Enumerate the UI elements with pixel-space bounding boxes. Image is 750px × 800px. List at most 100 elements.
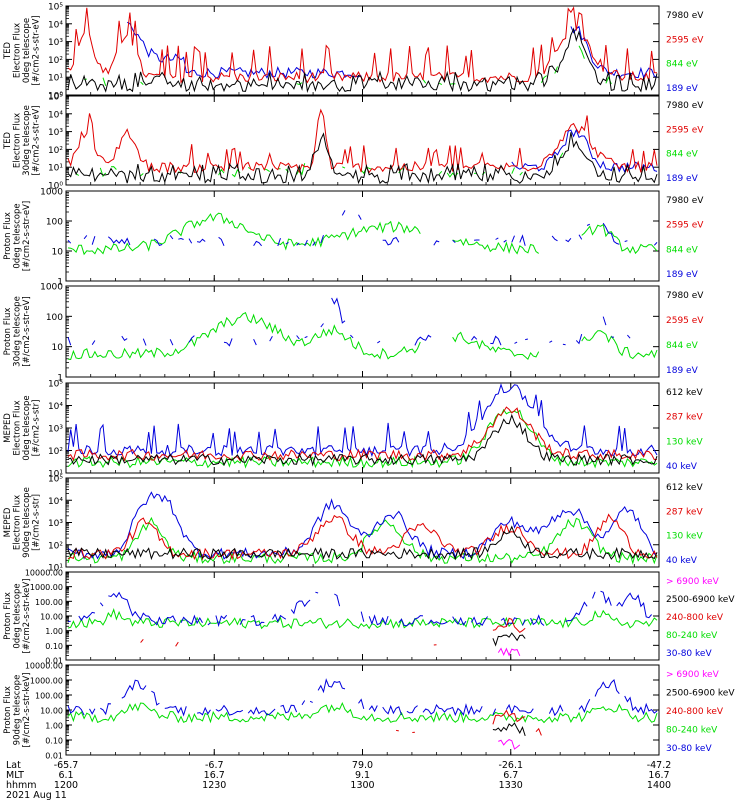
- legend-entry: 7980 eV: [666, 101, 704, 111]
- y-axis-label-line: [#/cm2-s-str-keV]: [22, 673, 32, 748]
- y-axis-label-line: MEPED: [3, 413, 13, 443]
- y-tick-label: 10³: [48, 519, 63, 529]
- y-tick-label: 10⁴: [48, 110, 63, 120]
- legend-entry: 612 keV: [666, 388, 703, 398]
- x-tick-hhmm: 1230: [202, 780, 226, 791]
- y-tick-label: 10¹: [48, 470, 63, 480]
- x-tick-lat: -6.7: [205, 760, 224, 771]
- y-tick-label: 1000: [40, 283, 63, 293]
- legend-entry: 7980 eV: [666, 11, 704, 21]
- y-tick-label: 0.01: [45, 752, 63, 761]
- series-black: [67, 525, 658, 561]
- y-axis-label-line: Electron Flux: [13, 495, 23, 550]
- series-black: [492, 722, 526, 737]
- legend-entry: 2500-6900 keV: [666, 689, 735, 699]
- legend-entry: 287 keV: [666, 507, 703, 517]
- series-blue: [68, 591, 657, 625]
- legend-entry: 7980 eV: [666, 196, 704, 206]
- y-tick-label: 1000.00: [30, 583, 63, 592]
- y-axis-label-line: 90deg telescope: [13, 675, 23, 746]
- y-tick-label: 10²: [48, 447, 63, 457]
- series-green: [67, 212, 658, 256]
- y-tick-label: 10³: [48, 38, 63, 48]
- legend-entry: > 6900 keV: [666, 670, 720, 680]
- y-tick-label: 1.00: [45, 627, 63, 636]
- y-tick-label: 0.10: [45, 737, 63, 746]
- y-axis-label: MEPED Electron Flux 90deg telescope [#/cm2-…: [3, 487, 42, 558]
- y-tick-label: 10¹: [48, 74, 63, 84]
- y-tick-label: 100.00: [35, 692, 63, 701]
- x-tick-lat: -65.7: [54, 760, 79, 771]
- y-tick-label: 10⁰: [48, 92, 63, 102]
- panel-6: 10¹ 10² 10³ 10⁴ 10⁵ MEPED Electron Flux 90deg t…: [3, 475, 703, 574]
- panel-frame: [65, 285, 660, 378]
- series-green: [67, 701, 658, 724]
- x-tick-hhmm: 1330: [499, 780, 523, 791]
- y-axis-label-line: [#/cm2-s-str-eV]: [22, 201, 32, 271]
- y-axis-label-line: [#/cm2-s-str-eV]: [32, 105, 42, 175]
- y-tick-label: 1: [57, 278, 63, 288]
- x-tick-hhmm: 1300: [350, 780, 374, 791]
- legend-entry: 130 keV: [666, 532, 703, 542]
- y-tick-label: 10⁵: [48, 380, 63, 390]
- legend-entry: 844 eV: [666, 60, 699, 70]
- series-magenta: [497, 647, 521, 657]
- y-tick-label: 10³: [48, 425, 63, 435]
- x-tick-lat: -26.1: [498, 760, 523, 771]
- panel-7: 0.010.101.0010.00100.001000.0010000.00Pr…: [3, 569, 735, 666]
- legend-entry: 80-240 keV: [666, 631, 718, 641]
- legend-entry: 189 eV: [666, 174, 699, 184]
- panel-2: 10⁰ 10¹ 10² 10³ 10⁴ 10⁵ TED Electron Flux 30deg …: [3, 93, 704, 192]
- y-axis-label-line: Proton Flux: [3, 212, 13, 260]
- y-axis-label-line: 0deg telescope: [13, 203, 23, 268]
- x-tick-lat: -47.2: [647, 760, 672, 771]
- y-tick-label: 10: [52, 343, 64, 353]
- y-axis-label-line: Electron Flux: [13, 113, 23, 168]
- legend-entry: 80-240 keV: [666, 726, 718, 736]
- series-green: [67, 312, 658, 361]
- y-tick-label: 10²: [48, 146, 63, 156]
- series-red: [67, 513, 658, 561]
- legend-entry: 189 eV: [666, 366, 699, 376]
- series-green: [67, 516, 658, 565]
- x-tick-mlt: 6.7: [503, 770, 518, 781]
- series-blue: [67, 210, 658, 247]
- legend-entry: 40 keV: [666, 462, 698, 472]
- y-tick-label: 10.00: [40, 707, 63, 716]
- legend-entry: 7980 eV: [666, 291, 704, 301]
- y-tick-label: 1: [57, 374, 63, 384]
- x-tick-mlt: 16.7: [204, 770, 225, 781]
- y-tick-label: 10⁴: [48, 497, 63, 507]
- legend-entry: 189 eV: [666, 84, 699, 94]
- legend-entry: 844 eV: [666, 245, 699, 255]
- x-tick-mlt: 16.7: [648, 770, 669, 781]
- legend-entry: 2500-6900 keV: [666, 595, 735, 605]
- y-tick-label: 10000.00: [25, 662, 63, 671]
- y-axis-label-line: [#/cm2-s-str-eV]: [22, 296, 32, 366]
- series-blue: [68, 298, 657, 346]
- legend-entry: 2595 eV: [666, 316, 704, 326]
- y-tick-label: 10: [52, 248, 64, 258]
- y-tick-label: 10⁵: [48, 3, 63, 13]
- series-black: [67, 132, 658, 185]
- x-tick-lat: 79.0: [352, 760, 373, 771]
- y-tick-label: 10⁴: [48, 402, 63, 412]
- panel-8: 0.01 0.10 1.00 10.00 100.00 1000.00 10000.00 Pr…: [3, 662, 735, 761]
- panels-group: 10⁰ 10¹ 10² 10³ 10⁴ 10⁵ TED Electron Flux 0deg t…: [3, 3, 735, 761]
- y-axis-label-line: Electron Flux: [13, 400, 23, 455]
- series-green: [67, 408, 658, 469]
- y-tick-label: 0.01: [45, 657, 63, 666]
- legend-entry: 2595 eV: [666, 221, 704, 231]
- series-red: [67, 108, 658, 175]
- y-axis-label-line: 30deg telescope: [22, 105, 32, 176]
- series-black: [492, 632, 526, 647]
- y-axis-label-line: 0deg telescope: [13, 583, 23, 648]
- y-tick-label: 10000.00: [25, 569, 63, 578]
- series-black: [67, 27, 658, 93]
- series-green: [67, 608, 658, 630]
- y-axis-label-line: TED: [3, 41, 13, 60]
- legend-entry: 130 keV: [666, 437, 703, 447]
- y-tick-label: 10⁵: [48, 93, 63, 103]
